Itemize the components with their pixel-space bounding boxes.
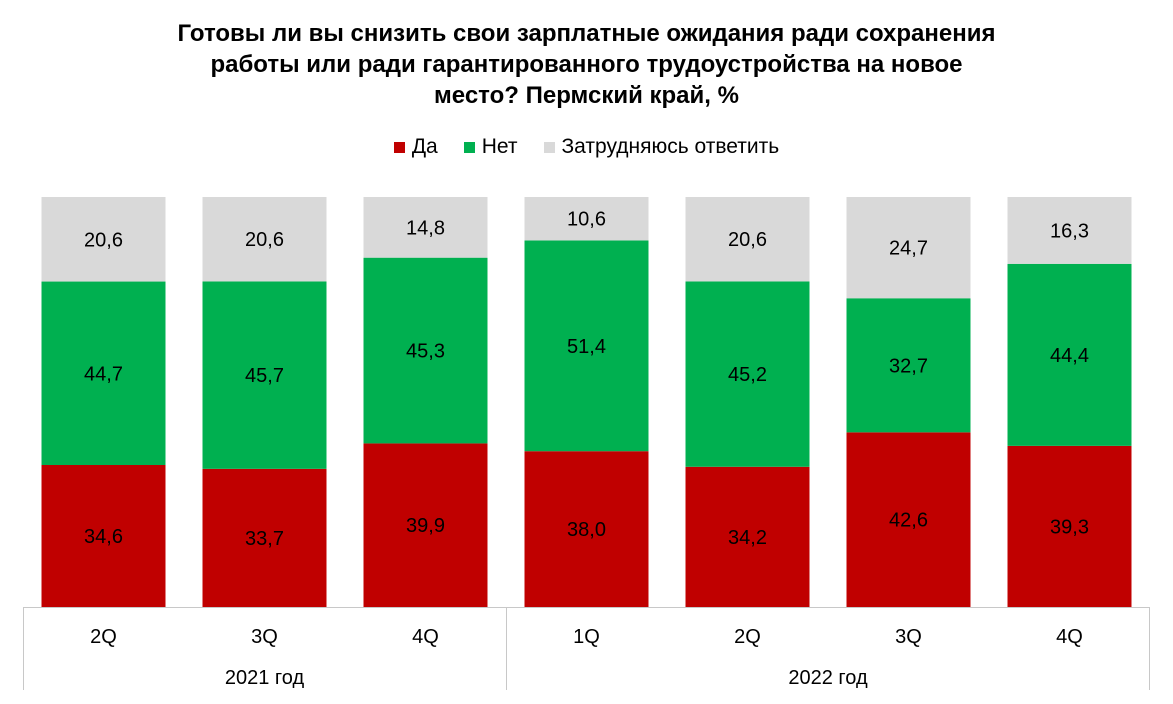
data-label-1-3: 20,6 [84, 229, 123, 251]
legend-item-da: Да [393, 135, 438, 159]
legend-swatch-hard-to-say [543, 141, 555, 153]
data-label-2-3: 20,6 [245, 229, 284, 251]
data-label-3-1: 39,9 [406, 515, 445, 537]
bar-segment-3-1 [363, 443, 488, 607]
data-label-2-1: 33,7 [245, 528, 284, 550]
legend-label-da: Да [411, 135, 438, 158]
bar-segment-2-3 [202, 197, 327, 282]
x-group-label-2: 2022 год [788, 667, 868, 689]
legend-item-net: Нет [463, 135, 518, 159]
bar-segment-1-2 [41, 281, 166, 465]
data-label-3-3: 14,8 [406, 217, 445, 239]
data-label-5-1: 34,2 [728, 527, 767, 549]
legend-swatch-da [393, 141, 405, 153]
data-label-4-3: 10,6 [567, 209, 606, 231]
bar-segment-4-3 [524, 197, 649, 241]
data-label-4-1: 38,0 [567, 519, 606, 541]
title-line-2: работы или ради гарантированного трудоус… [210, 51, 963, 78]
data-label-5-3: 20,6 [728, 229, 767, 251]
x-tick-label-4: 1Q [573, 626, 600, 648]
legend-label-net: Нет [481, 135, 518, 158]
x-tick-label-3: 4Q [412, 626, 439, 648]
bar-segment-4-1 [524, 451, 649, 607]
data-label-4-2: 51,4 [567, 336, 606, 358]
bar-segment-5-2 [685, 281, 810, 467]
bar-segment-1-3 [41, 197, 166, 282]
data-label-6-1: 42,6 [889, 510, 928, 532]
data-label-7-1: 39,3 [1050, 516, 1089, 538]
data-label-2-2: 45,7 [245, 365, 284, 387]
title-line-3: место? Пермский край, % [434, 82, 739, 109]
data-label-3-2: 45,3 [406, 341, 445, 363]
bar-segment-7-1 [1007, 445, 1132, 607]
bar-segment-6-3 [846, 197, 971, 299]
bar-segment-3-3 [363, 197, 488, 258]
data-label-5-2: 45,2 [728, 364, 767, 386]
legend-item-hard-to-say: Затрудняюсь ответить [543, 135, 780, 159]
legend-label-hard-to-say: Затрудняюсь ответить [561, 135, 780, 158]
data-label-6-2: 32,7 [889, 355, 928, 377]
bar-segment-6-1 [846, 432, 971, 607]
data-label-7-3: 16,3 [1050, 220, 1089, 242]
data-label-1-2: 44,7 [84, 363, 123, 385]
bar-segment-2-1 [202, 468, 327, 607]
x-tick-label-6: 3Q [895, 626, 922, 648]
x-group-label-1: 2021 год [225, 667, 305, 689]
data-label-7-2: 44,4 [1050, 345, 1089, 367]
bar-segment-6-2 [846, 298, 971, 433]
bar-segment-2-2 [202, 281, 327, 469]
title-line-1: Готовы ли вы снизить свои зарплатные ожи… [177, 20, 996, 47]
data-label-1-1: 34,6 [84, 526, 123, 548]
x-tick-label-7: 4Q [1056, 626, 1083, 648]
bar-segment-5-3 [685, 197, 810, 282]
bar-segment-7-3 [1007, 197, 1132, 264]
x-tick-label-1: 2Q [90, 626, 117, 648]
data-label-6-3: 24,7 [889, 238, 928, 260]
bar-segment-3-2 [363, 257, 488, 444]
bar-segment-5-1 [685, 466, 810, 607]
bar-segment-4-2 [524, 240, 649, 452]
x-tick-label-5: 2Q [734, 626, 761, 648]
bar-segment-7-2 [1007, 263, 1132, 446]
bar-segment-1-1 [41, 464, 166, 607]
x-tick-label-2: 3Q [251, 626, 278, 648]
legend-swatch-net [463, 141, 475, 153]
chart-legend: Да Нет Затрудняюсь ответить [0, 135, 1173, 159]
chart-title: Готовы ли вы снизить свои зарплатные ожи… [0, 18, 1173, 111]
